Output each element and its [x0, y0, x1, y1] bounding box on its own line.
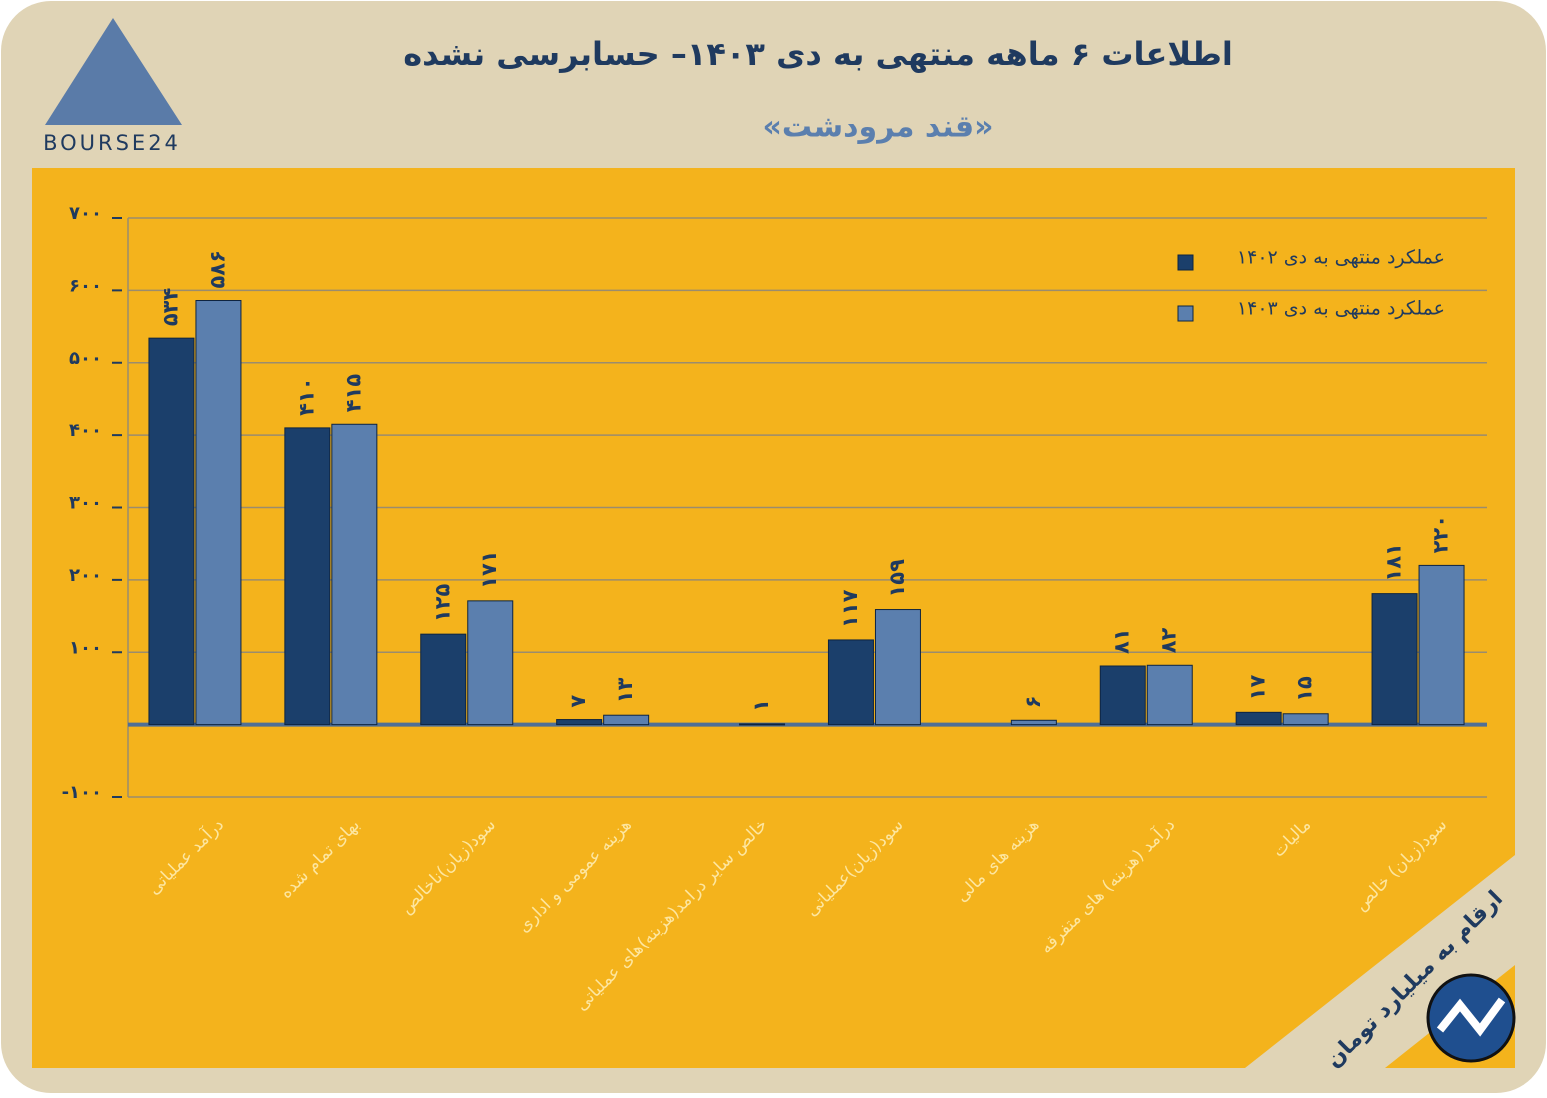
value-label: ۱۳	[613, 677, 637, 703]
logo-text: BOURSE24	[43, 131, 181, 155]
bar	[556, 719, 603, 726]
y-tick-label: ۶۰۰	[69, 275, 102, 296]
bar	[331, 423, 378, 726]
value-label: ۱۷۱	[477, 550, 501, 588]
value-label: ۱۲۵	[430, 584, 454, 623]
bar	[1282, 713, 1329, 726]
logo-shape	[45, 18, 182, 125]
bar	[1146, 664, 1193, 726]
value-label: ۱۱۷	[838, 589, 862, 628]
bar	[603, 714, 650, 726]
bar	[1099, 665, 1146, 726]
y-tick-label: ۴۰۰	[69, 420, 102, 441]
legend-swatch	[1177, 305, 1194, 322]
value-label: ۶	[1021, 695, 1045, 708]
legend-swatch	[1177, 254, 1194, 271]
chart-subtitle: «قند مرودشت»	[763, 110, 994, 145]
value-label: ۴۱۵	[341, 374, 365, 413]
value-label: ۱۸۱	[1382, 543, 1406, 581]
y-tick-label: ۷۰۰	[69, 203, 102, 224]
bar	[467, 600, 514, 726]
y-tick-label: ۳۰۰	[69, 493, 102, 514]
value-label: ۱۷	[1246, 675, 1270, 701]
bar	[284, 427, 331, 726]
bar	[1235, 711, 1282, 726]
value-label: ۵۳۴	[158, 288, 182, 327]
value-label: ۸۱	[1110, 628, 1134, 654]
bar	[1010, 719, 1057, 726]
legend-label: عملکرد منتهی به دی ۱۴۰۲	[1237, 247, 1445, 269]
value-label: ۵۸۶	[205, 250, 229, 288]
value-label: ۸۲	[1157, 627, 1181, 653]
y-tick-label: ۲۰۰	[69, 565, 102, 586]
chart-title: اطلاعات ۶ ماهه منتهی به دی ۱۴۰۳– حسابرسی…	[403, 35, 1233, 73]
value-label: ۷	[566, 695, 590, 708]
brand-icon-line	[1436, 997, 1506, 1037]
value-label: ۱۵۹	[885, 559, 909, 598]
bar	[1371, 593, 1418, 726]
bar	[739, 723, 786, 726]
bar	[827, 639, 874, 726]
bar	[148, 337, 195, 726]
value-label: ۴۱۰	[294, 377, 318, 415]
value-label: ۲۲۰	[1429, 515, 1453, 553]
legend-label: عملکرد منتهی به دی ۱۴۰۳	[1237, 298, 1445, 320]
value-label: ۱۵	[1293, 676, 1317, 702]
bar	[420, 633, 467, 726]
bar	[195, 300, 242, 726]
bar	[874, 609, 921, 726]
y-tick-label: ۱۰۰	[69, 637, 102, 658]
value-label: ۱	[749, 699, 773, 712]
y-tick-label: ۵۰۰	[69, 348, 102, 369]
plot-panel	[32, 168, 1515, 1068]
bar	[1418, 564, 1465, 726]
y-tick-label: -۱۰۰	[62, 782, 102, 803]
